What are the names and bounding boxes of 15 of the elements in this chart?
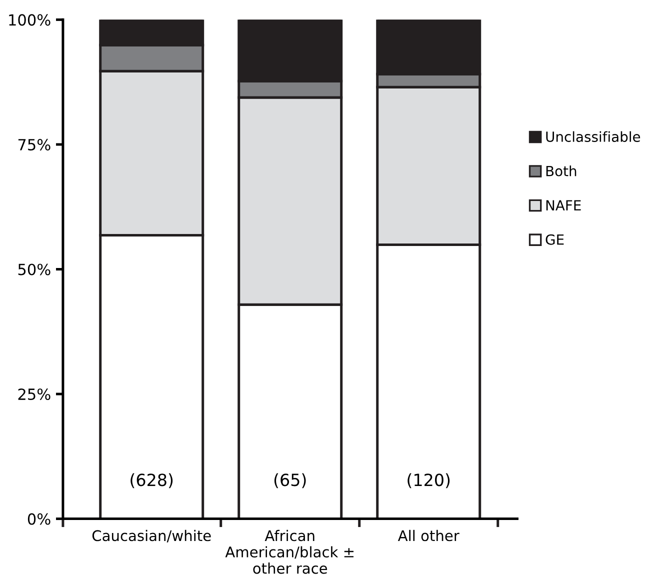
y-tick-label: 25% xyxy=(18,388,50,400)
legend-label: Unclassifiable xyxy=(546,131,640,142)
annotation: (120) xyxy=(408,473,450,488)
y-tick-label: 0% xyxy=(28,513,50,525)
y-tick-label: 75% xyxy=(18,138,50,150)
y-tick-label: 100% xyxy=(9,14,50,26)
x-tick-label: All other xyxy=(398,530,460,542)
x-tick-label: Caucasian/white xyxy=(92,530,211,542)
annotation: (628) xyxy=(130,473,173,488)
legend-label: NAFE xyxy=(546,200,581,210)
legend-label: Both xyxy=(546,166,576,176)
annotation: (65) xyxy=(274,473,306,488)
y-tick-label: 50% xyxy=(18,264,50,276)
legend-label: GE xyxy=(546,234,564,245)
x-tick-label: African American/black ± other race xyxy=(225,530,354,574)
